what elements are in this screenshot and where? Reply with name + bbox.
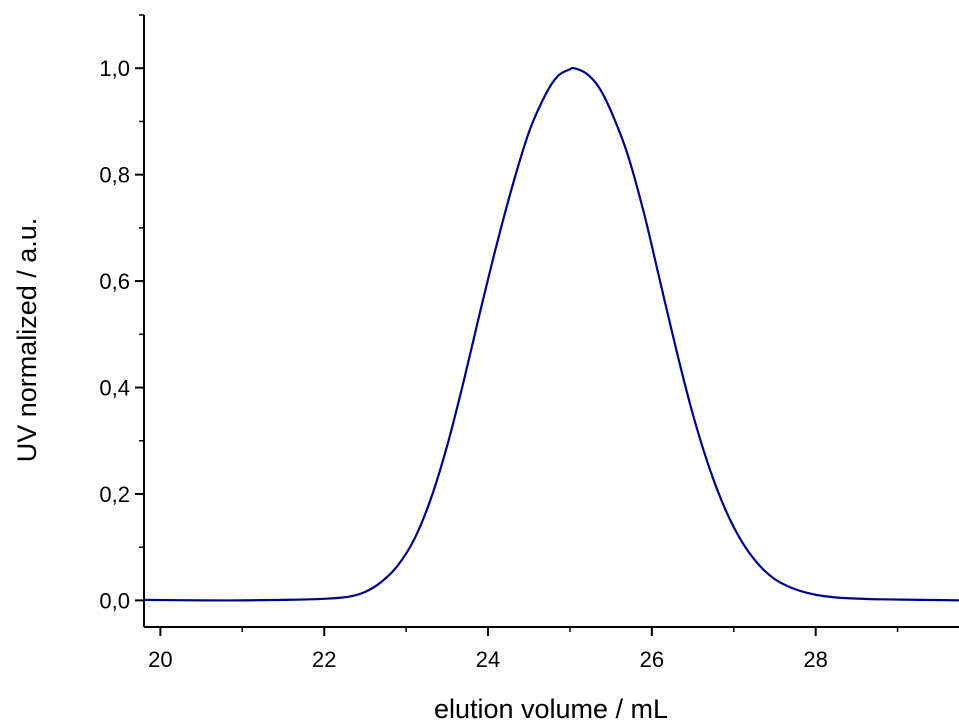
- x-tick-label: 28: [803, 647, 827, 672]
- x-tick-label: 22: [312, 647, 336, 672]
- y-tick-label: 0,6: [99, 269, 130, 294]
- y-tick-label: 0,0: [99, 588, 130, 613]
- y-tick-label: 0,8: [99, 163, 130, 188]
- y-axis-label: UV normalized / a.u.: [12, 218, 42, 463]
- x-axis-ticks: 20 22 24 26 28: [148, 627, 828, 672]
- y-axis-ticks: 0,0 0,2 0,4 0,6 0,8 1,0: [99, 56, 144, 613]
- x-tick-label: 26: [640, 647, 664, 672]
- y-tick-label: 0,4: [99, 376, 130, 401]
- y-tick-label: 1,0: [99, 56, 130, 81]
- y-tick-label: 0,2: [99, 482, 130, 507]
- x-tick-label: 20: [148, 647, 172, 672]
- x-axis-label: elution volume / mL: [434, 694, 668, 724]
- x-tick-label: 24: [476, 647, 500, 672]
- elution-curve: [143, 66, 959, 602]
